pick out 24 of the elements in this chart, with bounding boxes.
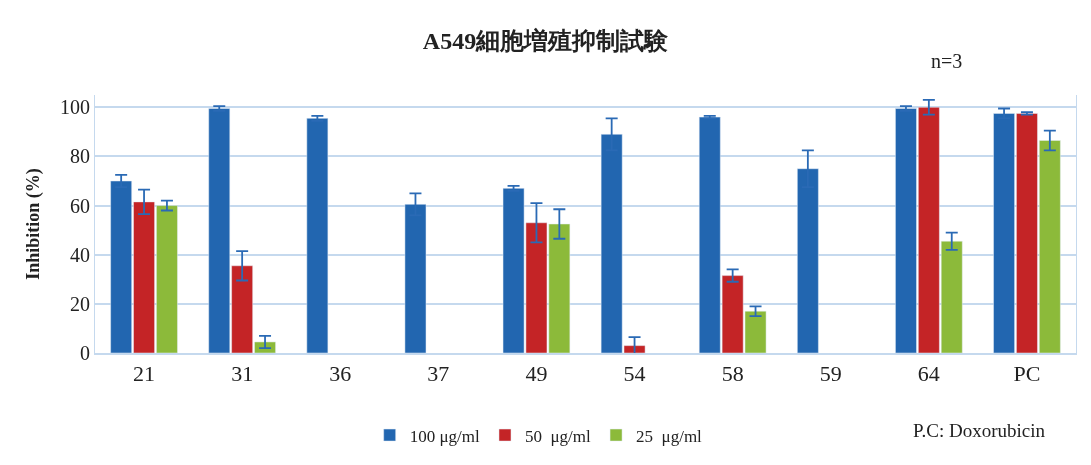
y-tick-label: 20	[70, 292, 90, 315]
x-tick-label: 21	[133, 361, 156, 387]
x-tick-label: PC	[1013, 361, 1041, 387]
x-tick-label: 54	[623, 361, 646, 387]
y-tick-label: 80	[70, 145, 90, 168]
y-tick-label: 0	[80, 342, 90, 364]
x-tick-label: 49	[525, 361, 548, 387]
y-tick-label: 60	[70, 194, 90, 217]
bar	[306, 118, 329, 353]
x-tick-label: 64	[917, 361, 940, 387]
x-tick-label: 59	[819, 361, 842, 387]
legend-label: 100 μg/ml	[409, 426, 480, 446]
y-tick-label: 40	[70, 243, 90, 266]
x-tick-label: 36	[329, 361, 352, 387]
x-tick-label: 37	[427, 361, 450, 387]
legend-label: 50 μg/ml	[524, 426, 592, 446]
y-axis-title: Inhibition (%)	[23, 168, 45, 280]
text: P.C: Doxorubicin	[913, 420, 1046, 441]
y-tick-label: 100	[60, 96, 90, 119]
chart-title: A549細胞増殖抑制試験	[422, 27, 670, 55]
legend-label: 25 μg/ml	[636, 426, 703, 446]
text: n=3	[931, 50, 963, 72]
x-tick-label: 31	[231, 361, 254, 387]
x-tick-label: 58	[721, 361, 744, 387]
